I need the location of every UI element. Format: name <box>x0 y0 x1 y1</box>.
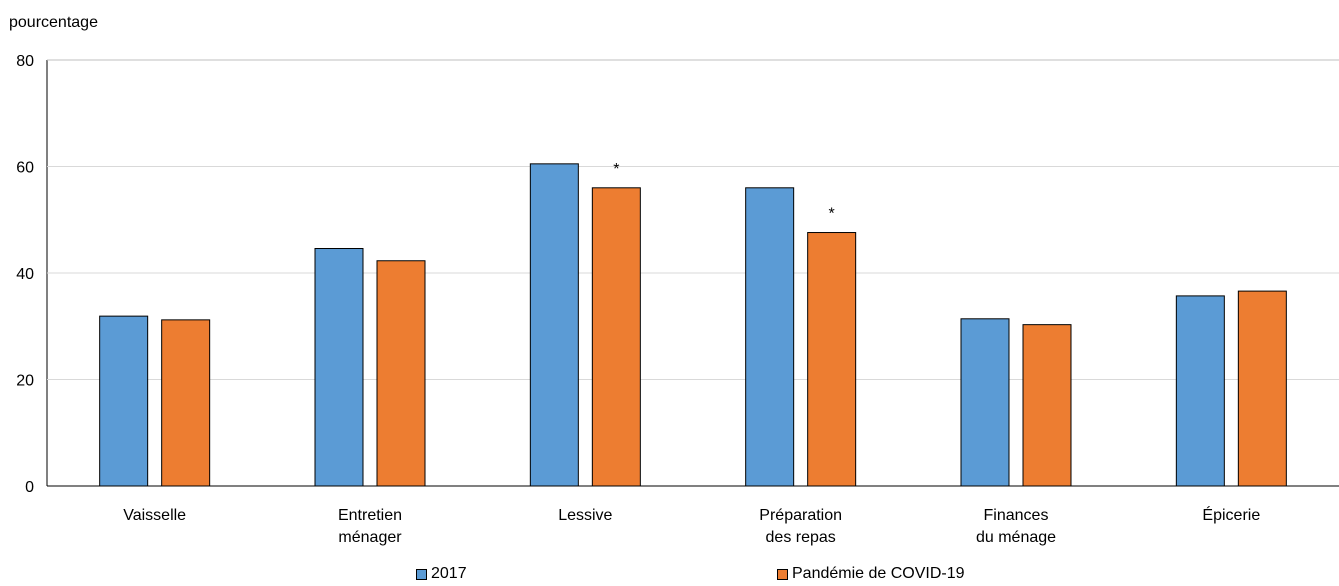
bar-covid-0 <box>161 319 211 487</box>
bar-covid-1 <box>376 260 426 487</box>
significance-marker-3: * <box>829 206 835 223</box>
x-tick-label-0-0: Vaisselle <box>123 507 186 524</box>
bar-2017-4 <box>960 318 1010 487</box>
bar-covid-2 <box>591 187 641 487</box>
y-tick-label-80: 80 <box>16 53 34 70</box>
bar-covid-4 <box>1022 324 1072 487</box>
y-tick-label-40: 40 <box>16 266 34 283</box>
bar-2017-5 <box>1175 295 1225 487</box>
x-tick-label-4-0: Finances <box>984 507 1049 524</box>
legend-label-covid: Pandémie de COVID-19 <box>792 565 965 582</box>
legend-item-2017: 2017 <box>416 565 467 583</box>
legend-label-2017: 2017 <box>431 565 467 582</box>
legend-swatch-2017 <box>416 568 427 580</box>
y-tick-label-20: 20 <box>16 373 34 390</box>
y-axis-title: pourcentage <box>9 14 98 31</box>
x-tick-label-4-1: du ménage <box>976 529 1056 546</box>
bar-covid-5 <box>1237 290 1287 487</box>
legend-swatch-covid <box>777 568 788 580</box>
significance-marker-2: * <box>613 161 619 178</box>
x-tick-label-2-0: Lessive <box>558 507 612 524</box>
y-tick-label-0: 0 <box>25 479 34 496</box>
x-tick-label-3-1: des repas <box>766 529 836 546</box>
bar-2017-2 <box>529 163 579 487</box>
legend-item-covid: Pandémie de COVID-19 <box>777 565 965 583</box>
bar-2017-0 <box>99 315 149 487</box>
x-tick-label-5-0: Épicerie <box>1202 505 1260 524</box>
x-tick-label-1-0: Entretien <box>338 507 402 524</box>
x-tick-label-1-1: ménager <box>338 529 402 546</box>
bar-2017-1 <box>314 248 364 487</box>
y-tick-label-60: 60 <box>16 160 34 177</box>
bar-covid-3 <box>807 232 857 487</box>
x-tick-label-3-0: Préparation <box>759 507 842 524</box>
bar-2017-3 <box>745 187 795 487</box>
